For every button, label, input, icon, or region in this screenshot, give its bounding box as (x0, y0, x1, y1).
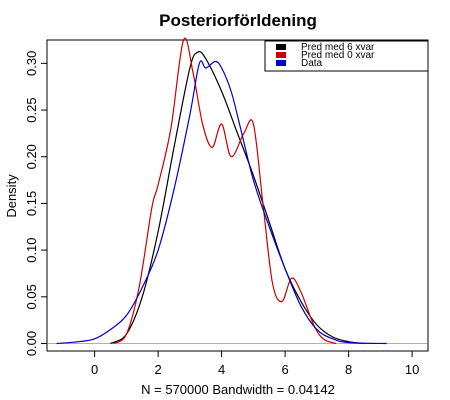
x-tick-label: 0 (91, 362, 98, 377)
series-line-3 (56, 60, 387, 345)
legend-label: Pred med 0 xvar (301, 50, 375, 61)
legend-swatch (276, 52, 286, 58)
x-tick-label: 8 (345, 362, 352, 377)
x-tick-label: 2 (155, 362, 162, 377)
series-line-2 (113, 37, 337, 345)
x-axis: 0 2 4 6 8 10 (91, 351, 419, 377)
chart-title: Posteriorförldening (159, 11, 317, 30)
legend-box (264, 40, 429, 72)
x-tick-label: 4 (218, 362, 225, 377)
y-tick-label: 0.10 (24, 237, 39, 262)
y-axis: 0.00 0.05 0.10 0.15 0.20 0.25 0.30 (24, 51, 47, 356)
y-tick-label: 0.15 (24, 191, 39, 216)
x-tick-label: 6 (282, 362, 289, 377)
y-tick-label: 0.30 (24, 51, 39, 76)
x-tick-label: 10 (405, 362, 419, 377)
y-tick-label: 0.25 (24, 97, 39, 122)
legend-label: Pred med 6 xvar (301, 42, 375, 53)
y-tick-label: 0.00 (24, 331, 39, 356)
plot-frame (46, 39, 429, 352)
y-tick-label: 0.20 (24, 144, 39, 169)
series-layer (56, 37, 387, 345)
series-line-1 (110, 50, 365, 345)
x-axis-label: N = 570000 Bandwidth = 0.04142 (141, 382, 335, 397)
legend-swatch (276, 60, 286, 66)
y-tick-label: 0.05 (24, 284, 39, 309)
legend-swatch (276, 44, 286, 50)
legend-label: Data (301, 58, 323, 69)
y-axis-label: Density (4, 174, 19, 218)
